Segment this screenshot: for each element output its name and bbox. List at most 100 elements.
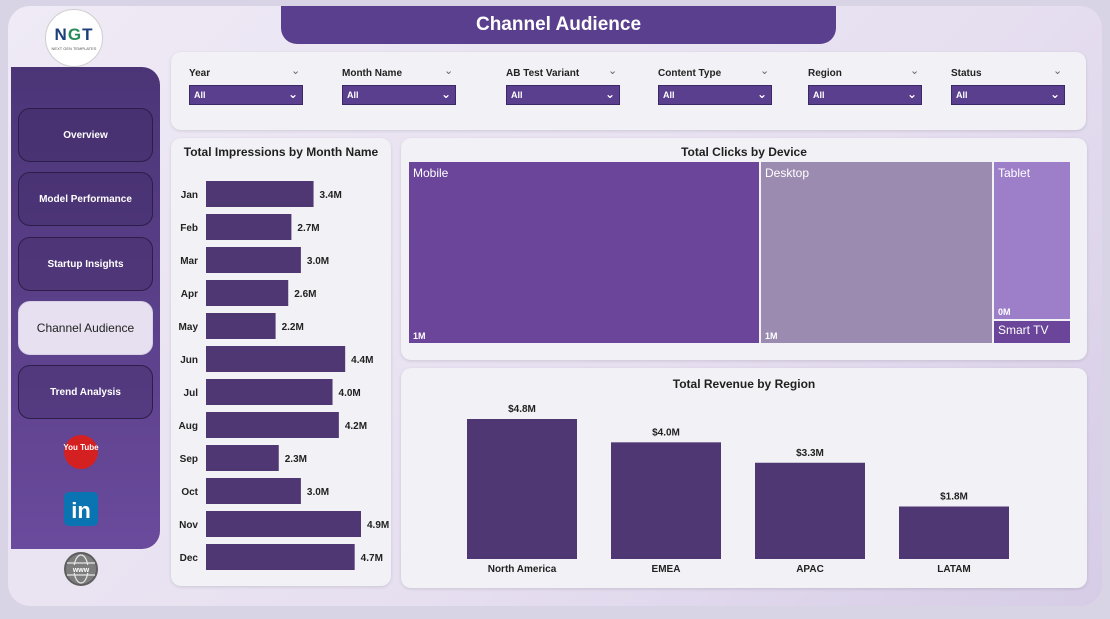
chevron-down-icon[interactable]: ⌄ (608, 65, 618, 77)
data-label: 3.4M (320, 190, 342, 201)
chevron-down-icon: ⌄ (906, 87, 917, 101)
treemap-label: Mobile (413, 166, 449, 180)
data-label: $4.0M (652, 427, 680, 438)
bar (206, 478, 301, 504)
data-label: 2.2M (282, 322, 304, 333)
data-label: 4.2M (345, 421, 367, 432)
treemap-label: Smart TV (998, 323, 1049, 337)
tick-label: Dec (180, 553, 199, 564)
tick-label: Oct (181, 487, 198, 498)
nav-model-performance[interactable]: Model Performance (18, 172, 153, 226)
region-select[interactable]: All ⌄ (808, 85, 922, 105)
bar (206, 181, 314, 207)
data-label: 4.7M (361, 553, 383, 564)
data-label: 3.0M (307, 487, 329, 498)
filter-label: Status (951, 68, 982, 79)
logo-subtitle: NEXT GEN TEMPLATES (51, 46, 97, 51)
chevron-down-icon[interactable]: ⌄ (910, 65, 920, 77)
bar (206, 247, 301, 273)
chevron-down-icon: ⌄ (1049, 87, 1060, 101)
bar (206, 280, 289, 306)
nav-startup-insights[interactable]: Startup Insights (18, 237, 153, 291)
data-label: 4.0M (339, 388, 361, 399)
tick-label: Mar (180, 256, 198, 267)
globe-icon[interactable]: www (63, 551, 99, 587)
data-label: $4.8M (508, 404, 536, 415)
chevron-down-icon[interactable]: ⌄ (760, 65, 770, 77)
tick-label: Jan (181, 190, 198, 201)
chart-title: Total Clicks by Device (681, 145, 807, 159)
treemap-cell[interactable]: Mobile 1M (409, 162, 759, 343)
data-label: 2.3M (285, 454, 307, 465)
chevron-down-icon: ⌄ (604, 87, 615, 101)
chevron-down-icon[interactable]: ⌄ (291, 65, 301, 77)
data-label: 4.9M (367, 520, 389, 531)
treemap-label: Tablet (998, 166, 1031, 180)
treemap-value: 1M (765, 331, 778, 341)
clicks-chart-panel: Total Clicks by Device Mobile 1M Desktop 1M… (401, 138, 1087, 360)
youtube-icon[interactable]: You Tube (63, 434, 99, 470)
nav-overview[interactable]: Overview (18, 108, 153, 162)
year-select[interactable]: All ⌄ (189, 85, 303, 105)
bar (206, 544, 355, 570)
data-label: 2.6M (294, 289, 316, 300)
tick-label: LATAM (937, 564, 971, 575)
filter-label: Year (189, 68, 211, 79)
treemap-cell[interactable]: Tablet 0M (994, 162, 1070, 319)
page-title: Channel Audience (281, 6, 836, 44)
treemap-value: 0M (998, 307, 1011, 317)
tick-label: Feb (180, 223, 198, 234)
chevron-down-icon: ⌄ (756, 87, 767, 101)
nav-trend-analysis[interactable]: Trend Analysis (18, 365, 153, 419)
chart-title: Total Impressions by Month Name (183, 145, 379, 159)
bar (899, 506, 1009, 559)
impressions-chart-panel: Total Impressions by Month Name Jan 3.4M F… (171, 138, 391, 586)
tick-label: EMEA (652, 564, 681, 575)
filter-panel: Year ⌄ All ⌄ Month Name ⌄ All ⌄ AB Test Va… (171, 52, 1086, 130)
chevron-down-icon[interactable]: ⌄ (1053, 65, 1063, 77)
bar (467, 419, 577, 559)
bar (206, 412, 339, 438)
data-label: $1.8M (940, 492, 968, 503)
tick-label: Apr (181, 289, 198, 300)
tick-label: Aug (179, 421, 198, 432)
chart-title: Total Revenue by Region (672, 377, 816, 391)
filter-label: Month Name (342, 68, 402, 79)
bar (206, 511, 361, 537)
chevron-down-icon[interactable]: ⌄ (444, 65, 454, 77)
tick-label: Jun (180, 355, 198, 366)
tick-label: Nov (179, 520, 198, 531)
chevron-down-icon: ⌄ (287, 87, 298, 101)
tick-label: Sep (180, 454, 198, 465)
ab-test-select[interactable]: All ⌄ (506, 85, 620, 105)
data-label: 2.7M (297, 223, 319, 234)
tick-label: Jul (184, 388, 199, 399)
treemap-value: 1M (413, 331, 426, 341)
content-type-select[interactable]: All ⌄ (658, 85, 772, 105)
filter-label: Content Type (658, 68, 722, 79)
svg-text:in: in (71, 498, 91, 523)
filter-label: Region (808, 68, 842, 79)
status-select[interactable]: All ⌄ (951, 85, 1065, 105)
svg-text:You Tube: You Tube (63, 443, 99, 452)
impressions-bar-chart: Jan 3.4M Feb 2.7M Mar 3.0M Apr 2.6M May 2.2M Jun 4.… (179, 181, 389, 570)
bar (206, 379, 333, 405)
treemap-label: Desktop (765, 166, 810, 180)
revenue-chart-panel: Total Revenue by Region $4.8M North Ameri… (401, 368, 1087, 588)
tick-label: North America (488, 564, 557, 575)
svg-text:www: www (72, 567, 90, 574)
nav-channel-audience[interactable]: Channel Audience (18, 301, 153, 355)
month-select[interactable]: All ⌄ (342, 85, 456, 105)
bar (206, 313, 276, 339)
treemap-cell[interactable]: Smart TV (994, 321, 1070, 343)
data-label: 3.0M (307, 256, 329, 267)
linkedin-icon[interactable]: in (63, 491, 99, 527)
bar (206, 346, 346, 372)
clicks-treemap: Mobile 1M Desktop 1M Tablet 0M Smart TV (409, 162, 1070, 343)
bar (611, 442, 721, 559)
revenue-bar-chart: $4.8M North America $4.0M EMEA $3.3M APAC $1.8… (467, 404, 1009, 575)
treemap-cell[interactable]: Desktop 1M (761, 162, 992, 343)
ngt-logo: NGT NEXT GEN TEMPLATES (45, 9, 103, 67)
data-label: 4.4M (351, 355, 373, 366)
bar (755, 462, 865, 559)
